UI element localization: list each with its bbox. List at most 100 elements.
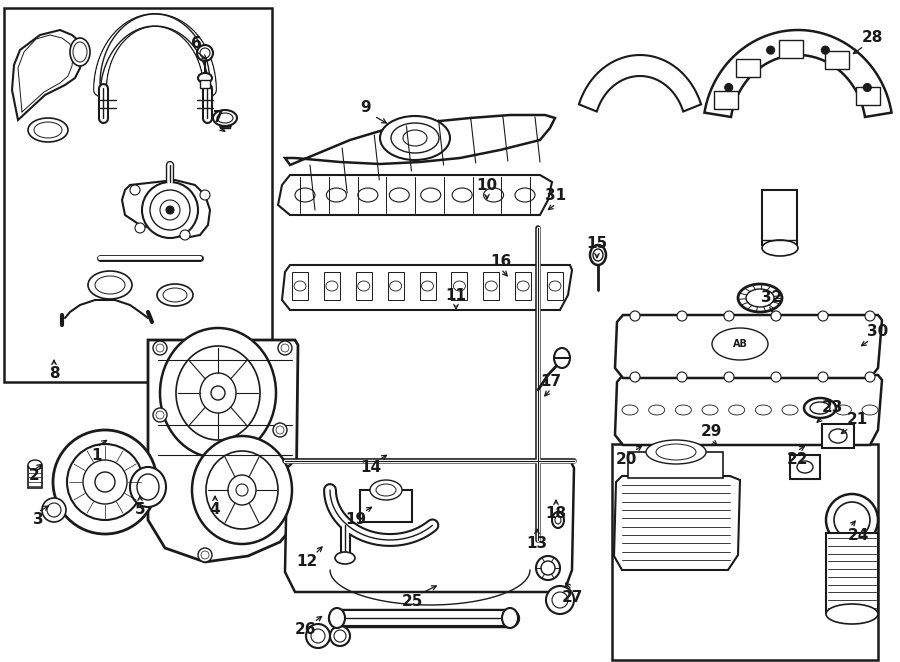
Ellipse shape <box>767 46 775 54</box>
Text: 2: 2 <box>29 469 40 483</box>
Text: 20: 20 <box>616 451 636 467</box>
Text: 6: 6 <box>191 36 202 50</box>
Ellipse shape <box>771 372 781 382</box>
Ellipse shape <box>28 460 42 470</box>
Text: 31: 31 <box>545 189 567 203</box>
Ellipse shape <box>278 341 292 355</box>
Ellipse shape <box>236 484 248 496</box>
Polygon shape <box>615 375 882 445</box>
Ellipse shape <box>630 372 640 382</box>
Text: 14: 14 <box>360 461 382 475</box>
Bar <box>612 444 878 660</box>
Bar <box>714 91 738 109</box>
Ellipse shape <box>88 271 132 299</box>
Ellipse shape <box>198 73 212 83</box>
Ellipse shape <box>53 430 157 534</box>
Text: 17: 17 <box>540 373 562 389</box>
Text: 16: 16 <box>491 254 511 269</box>
Polygon shape <box>614 476 740 570</box>
Ellipse shape <box>135 223 145 233</box>
Text: 7: 7 <box>212 111 223 126</box>
Bar <box>360 490 412 522</box>
Bar <box>324 272 340 300</box>
Text: 26: 26 <box>295 622 317 638</box>
Ellipse shape <box>552 512 564 528</box>
Ellipse shape <box>157 284 193 306</box>
Ellipse shape <box>370 480 402 500</box>
Text: 30: 30 <box>868 324 888 340</box>
Ellipse shape <box>330 626 350 646</box>
Ellipse shape <box>677 311 687 321</box>
Polygon shape <box>705 30 892 117</box>
Bar <box>826 533 878 613</box>
Ellipse shape <box>771 311 781 321</box>
Bar <box>779 40 803 58</box>
Ellipse shape <box>724 311 734 321</box>
Bar <box>822 424 854 448</box>
Bar <box>419 272 436 300</box>
Ellipse shape <box>865 311 875 321</box>
Polygon shape <box>12 30 82 120</box>
Ellipse shape <box>200 190 210 200</box>
Ellipse shape <box>192 436 292 544</box>
Bar <box>356 272 372 300</box>
Ellipse shape <box>590 245 606 265</box>
Text: 23: 23 <box>822 401 842 416</box>
Text: 9: 9 <box>361 101 372 115</box>
Ellipse shape <box>160 328 276 458</box>
Ellipse shape <box>70 38 90 66</box>
Ellipse shape <box>213 110 237 126</box>
Ellipse shape <box>153 341 167 355</box>
Ellipse shape <box>142 182 198 238</box>
Text: 11: 11 <box>446 287 466 303</box>
Bar <box>388 272 403 300</box>
Text: AB: AB <box>733 339 747 349</box>
Polygon shape <box>285 115 555 165</box>
Bar <box>790 455 820 479</box>
Ellipse shape <box>28 118 68 142</box>
Text: 29: 29 <box>700 424 722 440</box>
Polygon shape <box>615 315 882 378</box>
Ellipse shape <box>536 556 560 580</box>
Bar <box>628 452 723 478</box>
Ellipse shape <box>826 604 878 624</box>
Ellipse shape <box>211 386 225 400</box>
Ellipse shape <box>42 498 66 522</box>
Text: 27: 27 <box>562 591 582 606</box>
Ellipse shape <box>724 372 734 382</box>
Polygon shape <box>122 180 210 238</box>
Ellipse shape <box>306 624 330 648</box>
Ellipse shape <box>865 372 875 382</box>
Polygon shape <box>148 340 298 562</box>
Text: 5: 5 <box>135 502 145 518</box>
Ellipse shape <box>677 372 687 382</box>
Ellipse shape <box>180 230 190 240</box>
Text: 1: 1 <box>92 448 103 463</box>
Bar <box>856 87 880 105</box>
Text: 22: 22 <box>787 451 808 467</box>
Ellipse shape <box>724 83 733 91</box>
Text: 24: 24 <box>847 528 868 542</box>
Bar <box>483 272 500 300</box>
Ellipse shape <box>762 240 798 256</box>
Ellipse shape <box>335 552 355 564</box>
Ellipse shape <box>826 494 878 546</box>
Ellipse shape <box>380 116 450 160</box>
Text: 18: 18 <box>545 506 567 522</box>
Bar <box>762 190 797 245</box>
Ellipse shape <box>130 185 140 195</box>
Bar <box>736 59 760 77</box>
Ellipse shape <box>818 311 828 321</box>
Ellipse shape <box>738 284 782 312</box>
Text: 10: 10 <box>476 177 498 193</box>
Bar <box>200 80 210 88</box>
Text: 12: 12 <box>296 555 318 569</box>
Bar <box>28 466 42 488</box>
Bar <box>824 50 849 69</box>
Text: 19: 19 <box>346 512 366 528</box>
Ellipse shape <box>863 83 871 91</box>
Ellipse shape <box>198 548 212 562</box>
Ellipse shape <box>197 45 213 61</box>
Ellipse shape <box>554 348 570 368</box>
Polygon shape <box>285 460 574 592</box>
